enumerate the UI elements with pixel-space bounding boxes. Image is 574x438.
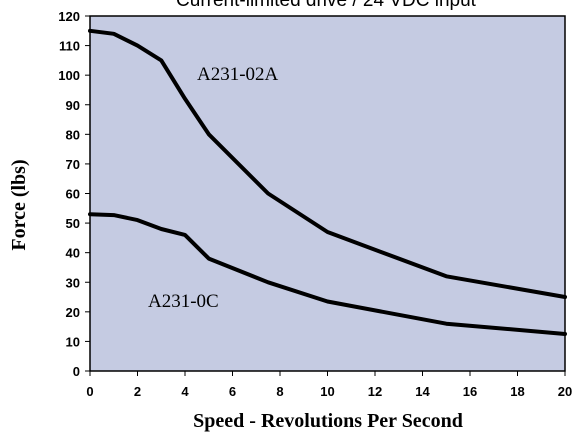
x-tick-label: 18 — [510, 384, 524, 399]
series-line-a231-02a — [88, 28, 567, 299]
y-tick-label: 20 — [66, 305, 80, 320]
y-axis-title: Force (lbs) — [8, 159, 30, 250]
series-label-a231-02a: A231-02A — [197, 64, 279, 85]
x-axis-ticks: 0 2 4 6 8 10 12 14 16 18 20 — [86, 371, 572, 399]
series-line-a231-0c — [88, 212, 567, 336]
x-tick-label: 16 — [463, 384, 477, 399]
x-tick-label: 10 — [320, 384, 334, 399]
y-tick-label: 100 — [58, 68, 80, 83]
x-tick-label: 14 — [415, 384, 430, 399]
y-tick-label: 0 — [73, 364, 80, 379]
x-tick-label: 20 — [558, 384, 572, 399]
x-tick-label: 4 — [181, 384, 189, 399]
y-tick-label: 40 — [66, 246, 80, 261]
x-tick-label: 0 — [86, 384, 93, 399]
x-axis-title: Speed - Revolutions Per Second — [193, 410, 463, 432]
x-tick-label: 2 — [134, 384, 141, 399]
y-tick-label: 120 — [58, 9, 80, 24]
y-tick-label: 10 — [66, 334, 80, 349]
y-tick-label: 80 — [66, 127, 80, 142]
y-tick-label: 50 — [66, 216, 80, 231]
y-tick-label: 90 — [66, 98, 80, 113]
y-tick-label: 60 — [66, 187, 80, 202]
series-lines — [88, 28, 567, 336]
x-tick-label: 8 — [276, 384, 283, 399]
y-axis-ticks: 0 10 20 30 40 50 60 70 80 90 100 110 120 — [58, 9, 90, 379]
series-label-a231-0c: A231-0C — [148, 291, 219, 312]
chart-title: Current-limited drive / 24 VDC input — [176, 0, 477, 11]
x-tick-label: 12 — [368, 384, 382, 399]
y-tick-label: 110 — [59, 39, 80, 54]
y-tick-label: 70 — [66, 157, 80, 172]
plot-area — [89, 15, 566, 372]
x-tick-label: 6 — [229, 384, 236, 399]
y-tick-label: 30 — [66, 275, 80, 290]
